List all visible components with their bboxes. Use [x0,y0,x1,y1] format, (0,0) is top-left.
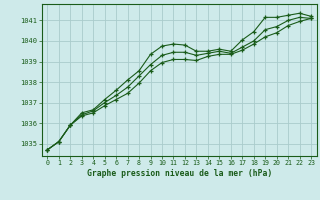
X-axis label: Graphe pression niveau de la mer (hPa): Graphe pression niveau de la mer (hPa) [87,169,272,178]
